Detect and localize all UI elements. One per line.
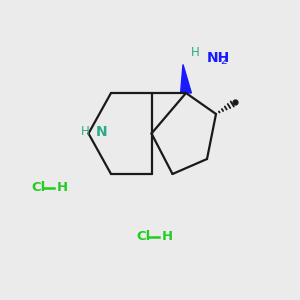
Polygon shape — [181, 64, 191, 93]
Text: H: H — [162, 230, 173, 244]
Text: H: H — [190, 46, 200, 59]
Text: H: H — [81, 125, 90, 139]
Text: 2: 2 — [220, 56, 227, 66]
Text: NH: NH — [207, 52, 230, 65]
Text: Cl: Cl — [32, 181, 46, 194]
Text: Cl: Cl — [136, 230, 151, 244]
Text: N: N — [96, 125, 108, 139]
Text: H: H — [57, 181, 68, 194]
